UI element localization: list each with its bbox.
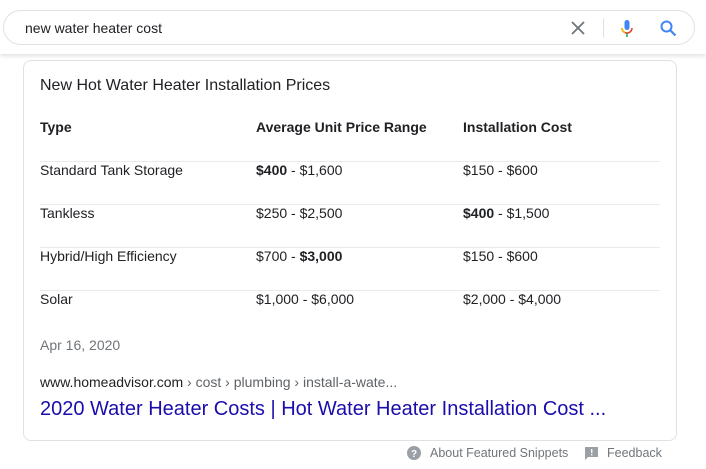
cell-price: $1,000 - $6,000	[256, 291, 354, 307]
url-domain: www.homeadvisor.com	[40, 374, 184, 390]
close-icon[interactable]	[569, 19, 587, 37]
cell-type: Tankless	[40, 205, 95, 221]
cell-install: $150 - $600	[463, 162, 538, 178]
cell-type: Solar	[40, 291, 73, 307]
snippet-title: New Hot Water Heater Installation Prices	[40, 77, 331, 94]
table-row: Solar $1,000 - $6,000 $2,000 - $4,000	[40, 291, 660, 334]
feedback-label: Feedback	[607, 446, 662, 460]
search-icon[interactable]	[658, 18, 678, 38]
snippet-date: Apr 16, 2020	[40, 337, 121, 353]
cell-price: $400 - $1,600	[256, 162, 342, 178]
header-install: Installation Cost	[463, 119, 572, 135]
table-row: Tankless $250 - $2,500 $400 - $1,500	[40, 205, 660, 248]
search-input[interactable]: new water heater cost	[25, 20, 162, 36]
cell-price: $700 - $3,000	[256, 248, 342, 264]
about-label: About Featured Snippets	[430, 446, 569, 460]
cell-post: $150 - $600	[463, 248, 538, 264]
cell-install: $400 - $1,500	[463, 205, 549, 221]
cell-bold: $400	[463, 205, 495, 221]
cell-post: $2,000 - $4,000	[463, 291, 562, 307]
url-path: › cost › plumbing › install-a-wate...	[183, 374, 398, 390]
svg-text:?: ?	[411, 449, 417, 460]
result-link[interactable]: 2020 Water Heater Costs | Hot Water Heat…	[40, 398, 607, 420]
cell-bold: $400	[256, 162, 288, 178]
table-row: Standard Tank Storage $400 - $1,600 $150 -…	[40, 162, 660, 205]
cell-type: Hybrid/High Efficiency	[40, 248, 177, 264]
header-price: Average Unit Price Range	[256, 119, 427, 135]
divider	[603, 18, 604, 38]
cell-pre: $700 -	[256, 248, 300, 264]
search-box[interactable]: new water heater cost	[3, 10, 695, 45]
cell-install: $150 - $600	[463, 248, 538, 264]
table-row: Hybrid/High Efficiency $700 - $3,000 $150 …	[40, 248, 660, 291]
cell-post: $150 - $600	[463, 162, 538, 178]
cell-post: - $1,600	[287, 162, 343, 178]
cell-install: $2,000 - $4,000	[463, 291, 561, 307]
featured-snippet-card	[23, 60, 677, 441]
help-icon: ?	[407, 446, 421, 460]
cell-post: - $1,500	[494, 205, 550, 221]
cell-type: Standard Tank Storage	[40, 162, 183, 178]
result-url[interactable]: www.homeadvisor.com › cost › plumbing › …	[40, 374, 397, 390]
feedback-button[interactable]: Feedback	[585, 446, 662, 460]
cell-post: $1,000 - $6,000	[256, 291, 355, 307]
cell-price: $250 - $2,500	[256, 205, 342, 221]
table-header: Type Average Unit Price Range Installati…	[40, 119, 660, 162]
mic-icon[interactable]	[619, 18, 635, 40]
cell-post: $250 - $2,500	[256, 205, 343, 221]
about-featured-snippets[interactable]: ? About Featured Snippets	[407, 446, 568, 460]
cell-bold: $3,000	[299, 248, 343, 264]
feedback-icon	[585, 446, 598, 460]
header-type: Type	[40, 119, 72, 135]
